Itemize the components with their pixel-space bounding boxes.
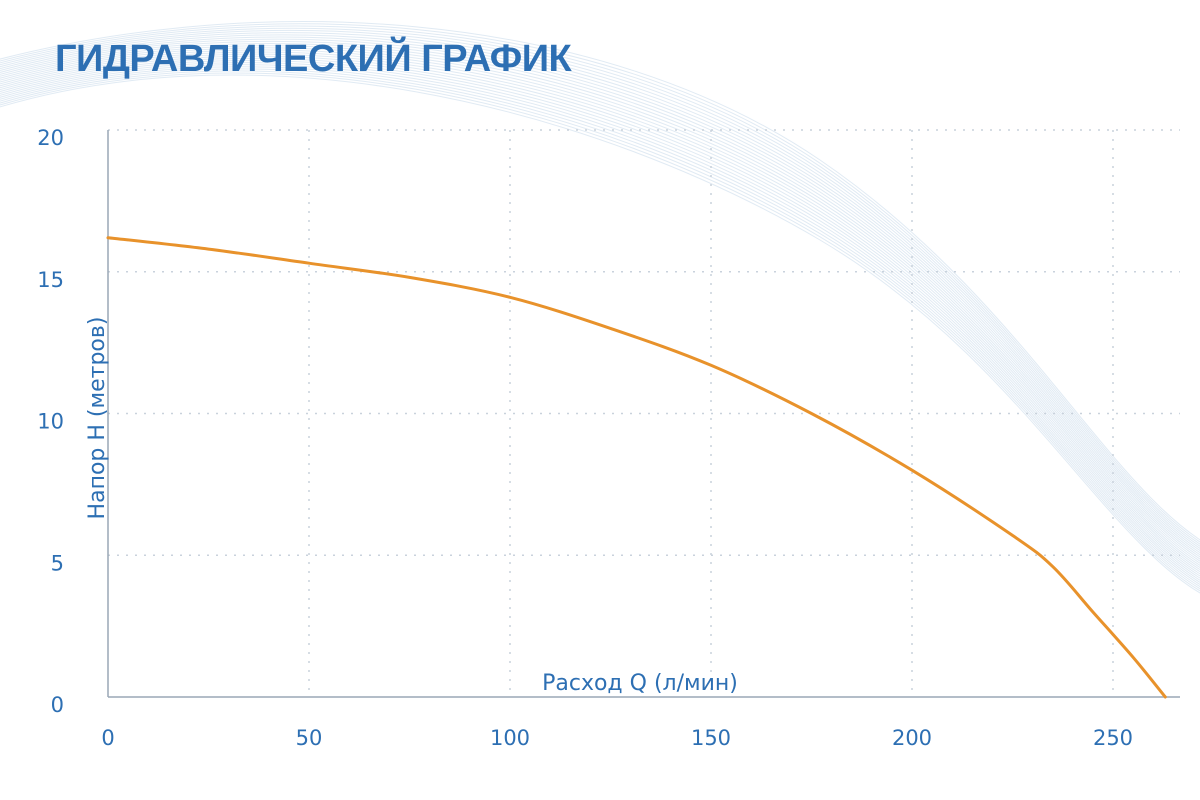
background-wave-line bbox=[0, 36, 1200, 556]
background-wave-line bbox=[0, 32, 1200, 551]
tick-labels: 0 50 100 150 200 250 0 5 10 15 20 bbox=[37, 126, 1133, 750]
background-wave-line bbox=[0, 68, 1200, 588]
background-wave-line bbox=[0, 70, 1200, 590]
background-wave-line bbox=[0, 21, 1200, 541]
y-tick-label: 0 bbox=[51, 693, 64, 717]
background-wave-line bbox=[0, 74, 1200, 594]
background-wave-line bbox=[0, 60, 1200, 579]
background-wave-line bbox=[0, 64, 1200, 583]
background-wave-line bbox=[0, 40, 1200, 560]
background-wave-line bbox=[0, 53, 1200, 573]
axes bbox=[107, 130, 1180, 698]
y-tick-label: 15 bbox=[37, 268, 64, 292]
background-wave-decoration bbox=[0, 21, 1200, 594]
x-tick-label: 150 bbox=[691, 726, 731, 750]
x-tick-label: 50 bbox=[296, 726, 323, 750]
y-axis-label: Напор H (метров) bbox=[85, 317, 110, 520]
background-wave-line bbox=[0, 34, 1200, 554]
background-wave-line bbox=[0, 49, 1200, 568]
series bbox=[106, 236, 1167, 699]
background-wave-line bbox=[0, 62, 1200, 581]
background-wave-line bbox=[0, 27, 1200, 547]
background-wave-line bbox=[0, 57, 1200, 577]
background-wave-line bbox=[0, 43, 1200, 562]
x-axis-label: Расход Q (л/мин) bbox=[542, 671, 738, 696]
background-wave-line bbox=[0, 51, 1200, 571]
background-wave-line bbox=[0, 29, 1200, 549]
x-tick-label: 0 bbox=[101, 726, 114, 750]
background-wave-line bbox=[0, 38, 1200, 558]
x-tick-label: 250 bbox=[1093, 726, 1133, 750]
y-tick-label: 20 bbox=[37, 126, 64, 150]
background-wave-line bbox=[0, 72, 1200, 592]
y-tick-label: 5 bbox=[51, 551, 64, 575]
x-tick-label: 200 bbox=[892, 726, 932, 750]
x-tick-label: 100 bbox=[490, 726, 530, 750]
background-wave-line bbox=[0, 23, 1200, 543]
grid bbox=[108, 129, 1180, 697]
background-wave-line bbox=[0, 66, 1200, 585]
performance-curve-line bbox=[106, 236, 1167, 699]
background-wave-line bbox=[0, 55, 1200, 575]
background-wave-line bbox=[0, 45, 1200, 564]
page-title: ГИДРАВЛИЧЕСКИЙ ГРАФИК bbox=[55, 38, 572, 80]
y-tick-label: 10 bbox=[37, 410, 64, 434]
background-wave-line bbox=[0, 25, 1200, 545]
background-wave-line bbox=[0, 47, 1200, 566]
